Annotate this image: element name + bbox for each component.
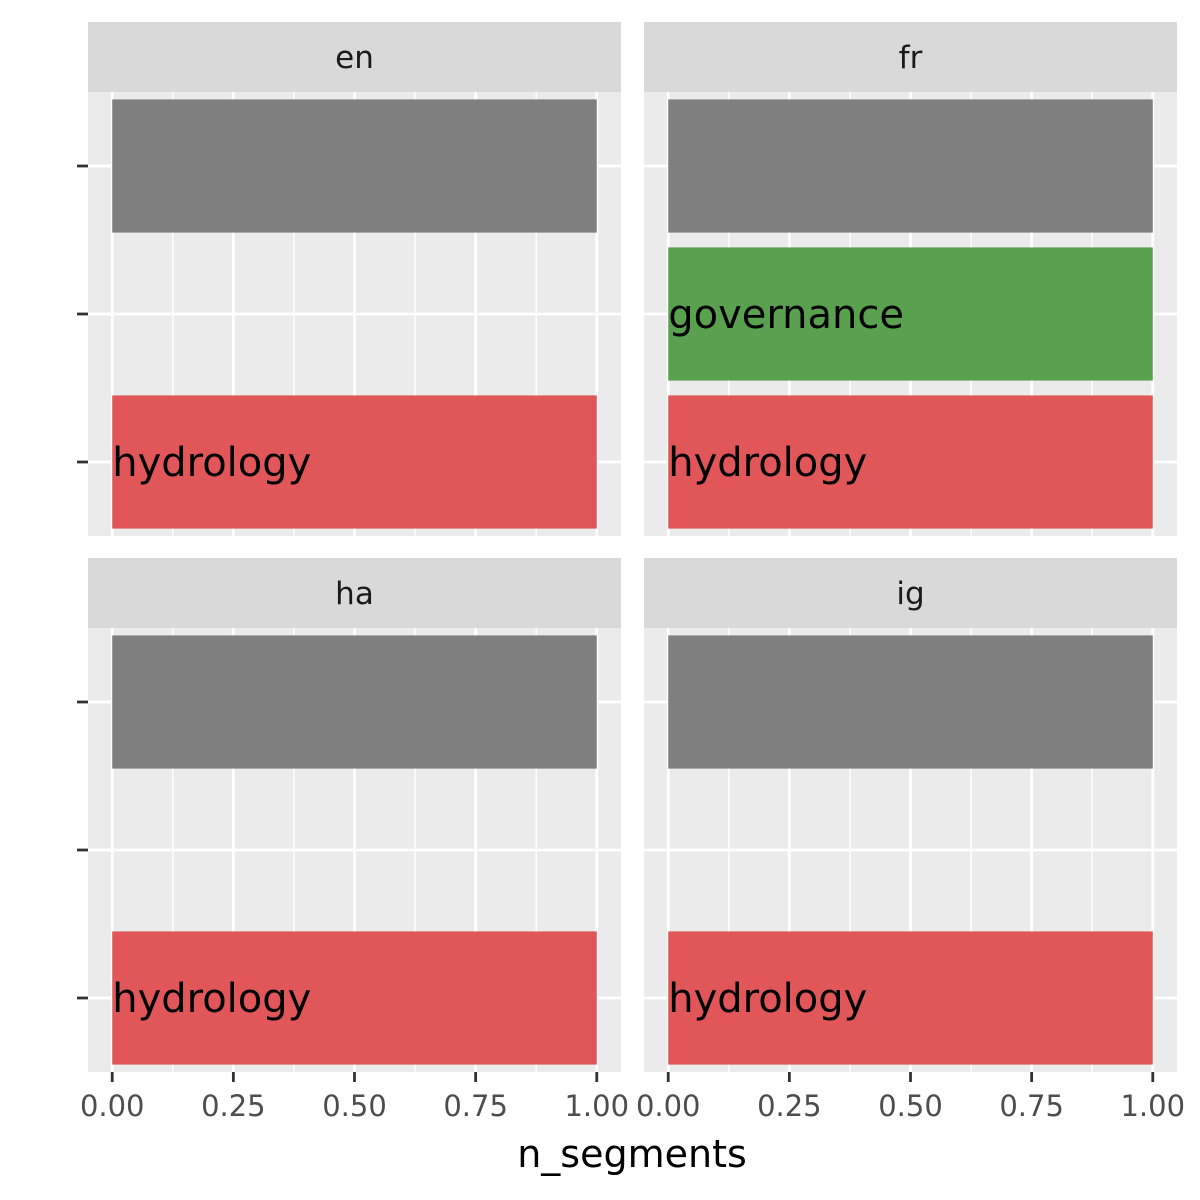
facet-panel-ig: ig hydrology 0.00 0.25 0.50 0.75 1.00 [636,558,1185,1123]
bar-governance [668,247,1153,381]
x-axis-title: n_segments [517,1132,747,1176]
facet-strip [88,22,621,92]
facet-strip [88,558,621,628]
facet-panel-fr: fr governance hydrology [644,22,1177,536]
facet-label: ig [896,576,924,612]
x-tick-label: 0.75 [999,1089,1064,1123]
facet-panel-ha: ha hydrology 0.00 0.25 0.50 0.75 1.00 [77,558,629,1123]
bar-hydrology [668,931,1153,1065]
bar-hydrology [112,395,597,529]
bar-unlabeled [668,635,1153,769]
bar-unlabeled [112,99,597,233]
facet-strip [644,22,1177,92]
x-tick-label: 1.00 [1120,1089,1185,1123]
panels: en hydrology fr governance hydrology ha hydrol… [77,22,1185,1123]
x-tick-label: 0.00 [636,1089,701,1123]
x-tick-label: 0.25 [201,1089,266,1123]
x-tick-label: 0.25 [757,1089,822,1123]
bar-unlabeled [112,635,597,769]
bar-hydrology [668,395,1153,529]
x-tick-label: 0.50 [322,1089,387,1123]
bar-label: hydrology [112,440,311,486]
x-tick-label: 0.75 [443,1089,508,1123]
facet-label: en [335,40,374,76]
bar-label: governance [668,292,904,338]
bar-label: hydrology [668,440,867,486]
bar-unlabeled [668,99,1153,233]
x-tick-label: 1.00 [564,1089,629,1123]
x-tick-label: 0.50 [878,1089,943,1123]
bar-hydrology [112,931,597,1065]
facet-label: ha [335,576,374,612]
facet-panel-en: en hydrology [77,22,621,536]
x-tick-label: 0.00 [80,1089,145,1123]
facet-strip [644,558,1177,628]
bar-label: hydrology [668,976,867,1022]
bar-label: hydrology [112,976,311,1022]
facet-label: fr [899,40,923,76]
